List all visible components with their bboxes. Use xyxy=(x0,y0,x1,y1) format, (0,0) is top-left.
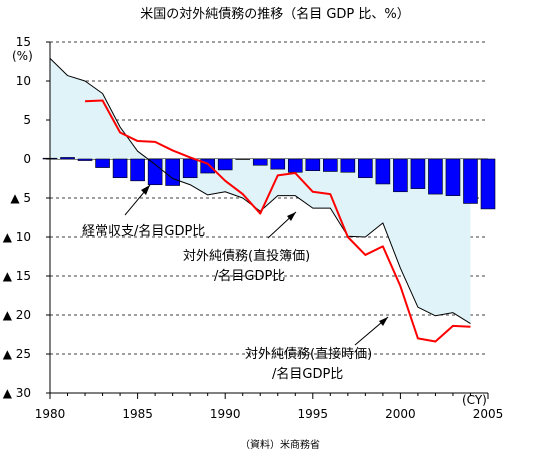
bar-2000 xyxy=(393,158,408,193)
bar-2002 xyxy=(428,158,443,195)
bar-1996 xyxy=(323,158,338,172)
bar-1988 xyxy=(182,158,198,179)
y-tick-label: 15 xyxy=(16,35,31,49)
y-unit-label: (%) xyxy=(12,49,33,63)
bar-1992 xyxy=(252,158,268,166)
source-note: （資料）米商務省 xyxy=(240,438,320,451)
x-tick-label: 1985 xyxy=(122,407,153,421)
book-value-area xyxy=(50,58,471,324)
bar-1997 xyxy=(340,158,356,173)
y-tick-label: ▲ 10 xyxy=(3,230,31,244)
annotation-current-account-arrowhead xyxy=(141,185,150,195)
y-tick-labels: 15 10 5 0 ▲ 5 ▲ 10 ▲ 15 ▲ 20 ▲ 25 ▲ 30 xyxy=(3,35,31,400)
axes xyxy=(46,41,489,399)
bar-1985 xyxy=(130,158,145,182)
annotation-market-value-line1: 対外純債務(直接時価) xyxy=(245,346,372,362)
x-tick-label: 1980 xyxy=(35,407,66,421)
bar-1994 xyxy=(287,158,303,173)
y-tick-label: ▲ 25 xyxy=(3,347,31,361)
y-tick-label: ▲ 15 xyxy=(3,269,31,283)
bar-1998 xyxy=(358,158,373,179)
x-tick-label: 2000 xyxy=(385,407,416,421)
chart-title: 米国の対外純債務の推移（名目 GDP 比、%） xyxy=(140,6,410,22)
y-tick-label: 5 xyxy=(23,113,31,127)
annotation-book-value-line2: /名目GDP比 xyxy=(214,268,285,284)
bar-2003 xyxy=(445,158,461,196)
x-tick-label: 1990 xyxy=(210,407,241,421)
current-account-bars xyxy=(42,157,496,210)
bar-1987 xyxy=(165,158,180,186)
annotation-market-value-line2: /名目GDP比 xyxy=(272,366,343,382)
annotation-current-account: 経常収支/名目GDP比 xyxy=(82,184,205,239)
bar-2001 xyxy=(410,158,426,189)
bar-2004 xyxy=(463,158,478,204)
annotation-book-value: 対外純債務(直投簿価) /名目GDP比 xyxy=(183,211,310,284)
bar-1984 xyxy=(112,158,128,179)
bar-1995 xyxy=(305,158,321,171)
x-tick-label: 1995 xyxy=(298,407,329,421)
y-tick-label: ▲ 20 xyxy=(3,308,31,322)
bar-1993 xyxy=(270,158,286,170)
x-unit-label: (CY) xyxy=(462,393,487,407)
y-tick-label: ▲ 5 xyxy=(10,191,31,205)
y-tick-label: ▲ 30 xyxy=(3,386,31,400)
bar-1983 xyxy=(95,158,110,168)
annotation-book-value-arrowhead xyxy=(287,212,296,221)
debt-lines xyxy=(49,58,471,343)
y-tick-label: 10 xyxy=(16,74,31,88)
x-tick-labels: 1980 1985 1990 1995 2000 2005 xyxy=(35,407,504,421)
x-tick-label: 2005 xyxy=(473,407,504,421)
bar-1990 xyxy=(217,158,233,171)
market-value-line xyxy=(84,99,471,343)
annotation-market-value-arrowhead xyxy=(379,317,388,326)
annotation-book-value-line1: 対外純債務(直投簿価) xyxy=(183,248,310,264)
bar-1991 xyxy=(235,158,251,160)
bar-1981 xyxy=(60,157,75,160)
bar-1982 xyxy=(77,158,93,161)
book-value-area-fill xyxy=(50,58,471,324)
bar-1986 xyxy=(147,158,163,186)
bar-1999 xyxy=(375,158,391,185)
bar-2005 xyxy=(480,158,496,210)
annotation-current-account-line1: 経常収支/名目GDP比 xyxy=(82,223,205,239)
y-tick-label: 0 xyxy=(23,152,31,166)
annotation-market-value: 対外純債務(直接時価) /名目GDP比 xyxy=(245,316,389,382)
